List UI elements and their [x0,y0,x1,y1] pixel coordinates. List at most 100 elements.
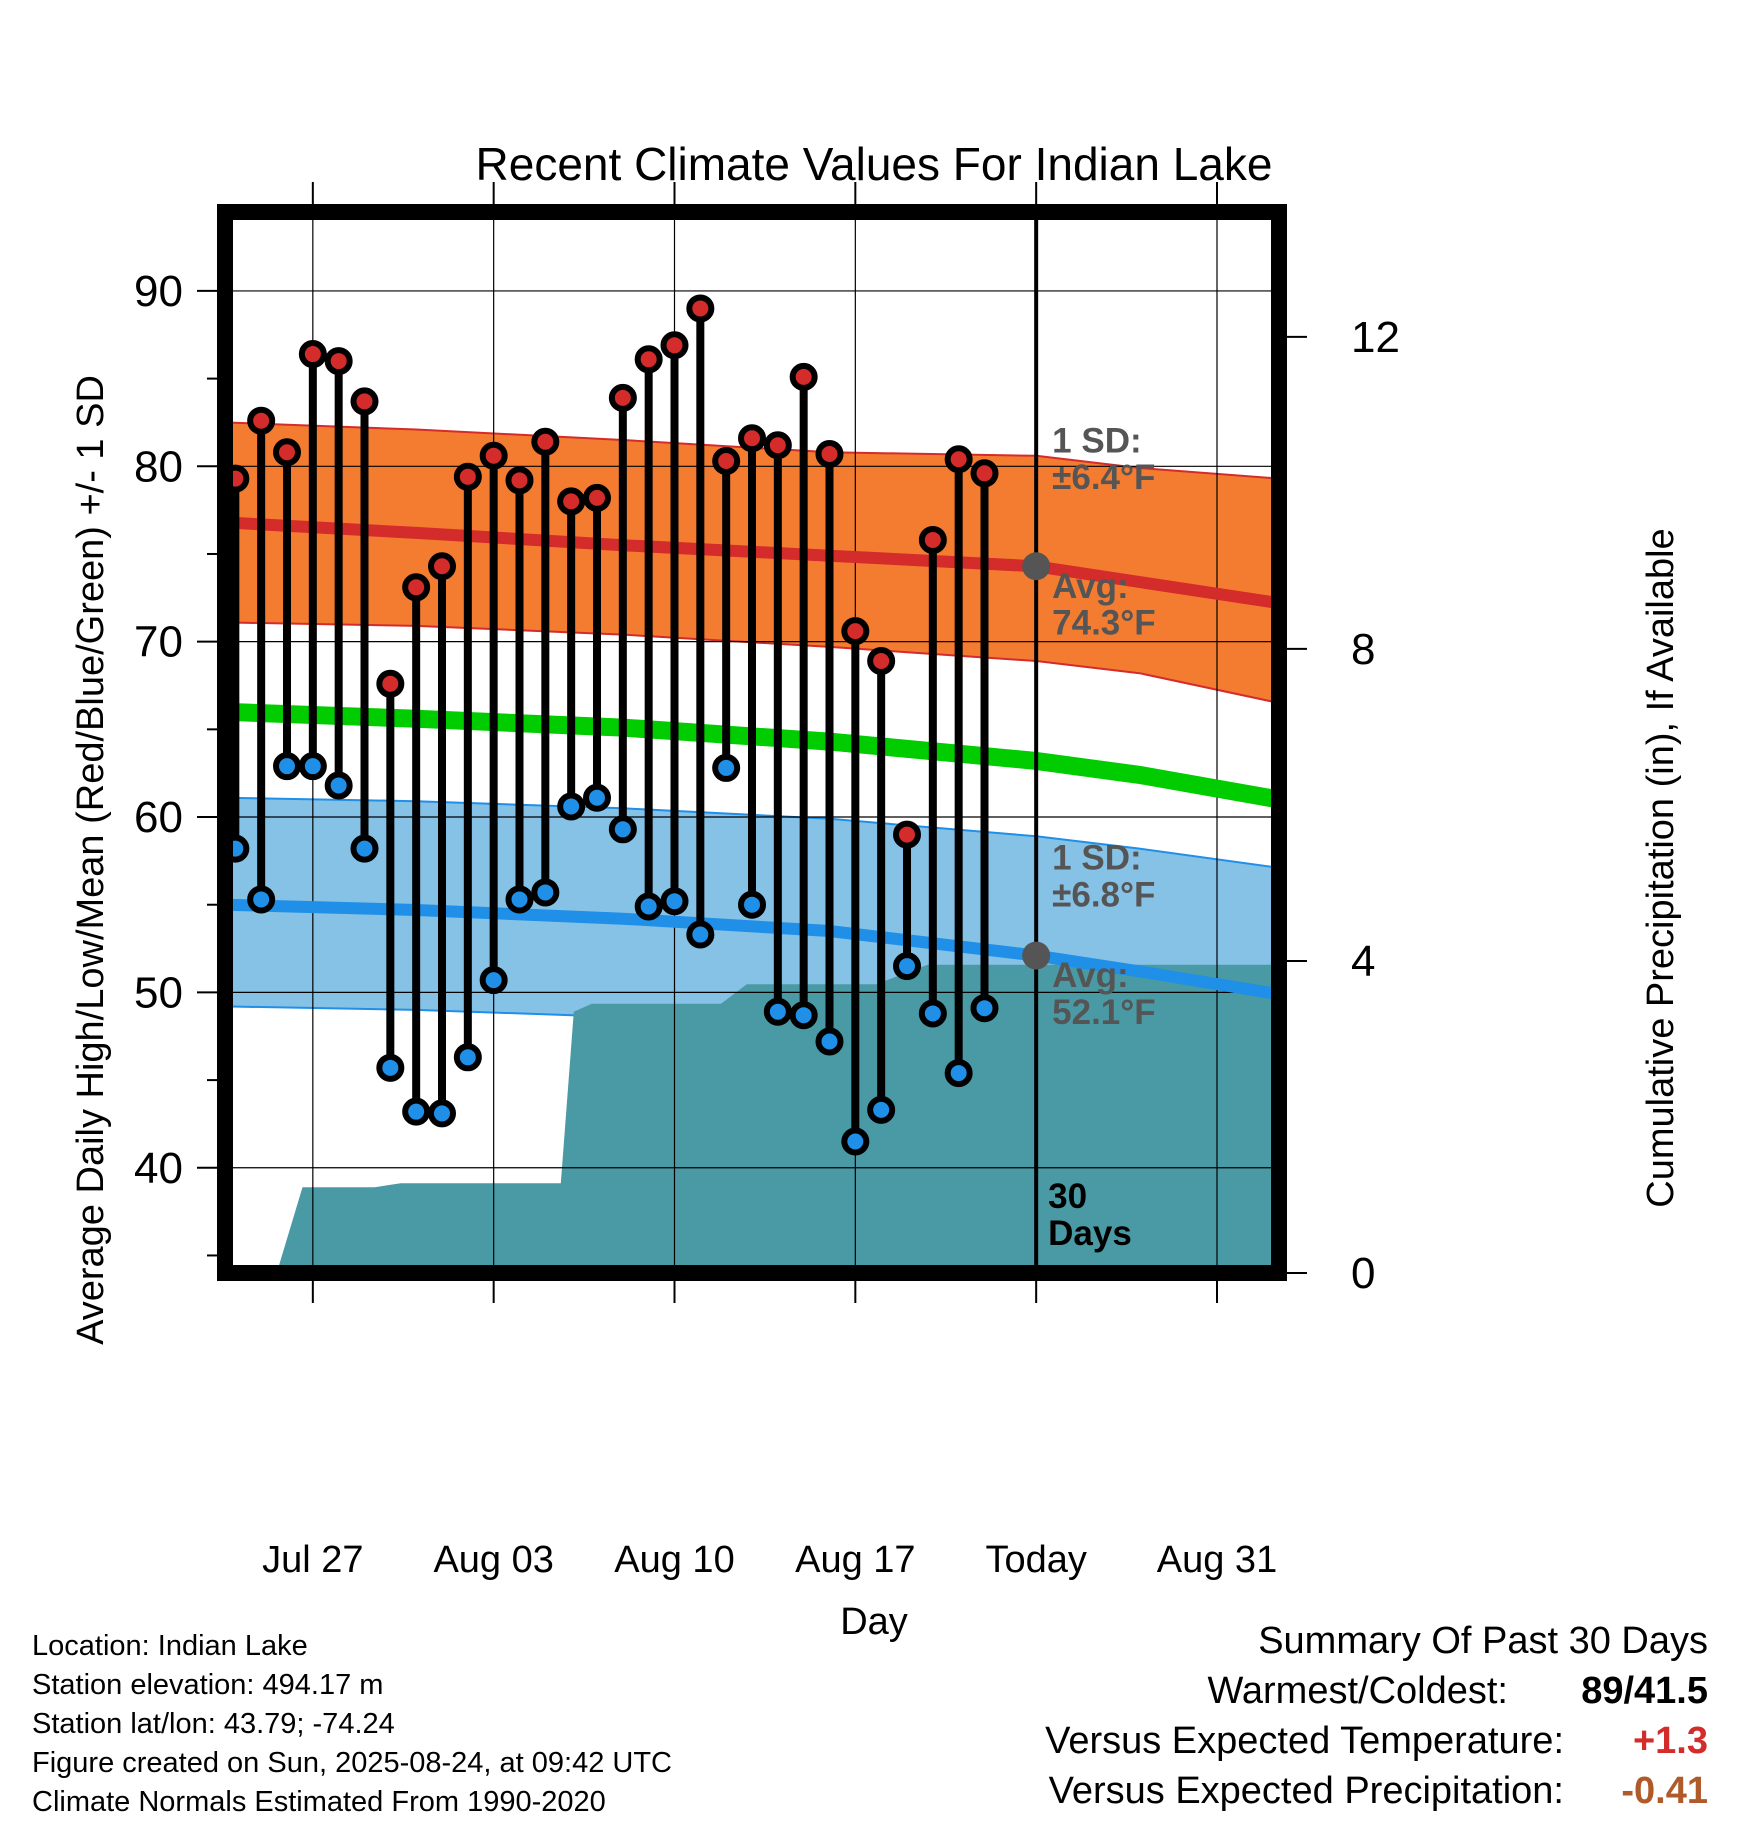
high-point [738,424,766,453]
y-tick-label: 60 [134,793,183,842]
location-text: Location: Indian Lake [32,1630,308,1662]
low-point [273,752,301,781]
y2-tick-label: 0 [1351,1249,1375,1298]
low-point [789,1001,818,1030]
temp-vs-expected-value: +1.3 [1632,1720,1708,1762]
period-number: 30 [1048,1177,1087,1216]
high-point [763,431,792,460]
low-point [867,1095,896,1124]
high-point [608,383,637,412]
high-point [841,617,870,646]
low-point [531,878,560,907]
low-point [763,997,792,1026]
x-tick-label: Aug 31 [1157,1539,1277,1581]
precip-vs-expected-value: -0.41 [1621,1770,1708,1812]
low-point [944,1059,973,1088]
precip-vs-expected-label: Versus Expected Precipitation: [1048,1770,1564,1812]
high-point [557,487,586,516]
high-point [660,331,689,360]
x-tick-label: Jul 27 [262,1539,363,1581]
warm-cold-value: 89/41.5 [1581,1670,1708,1712]
summary-title: Summary Of Past 30 Days [1258,1620,1708,1662]
low-point [505,885,534,914]
high-point [505,466,534,495]
low-point [247,885,276,914]
high-avg-value: 74.3°F [1052,604,1156,643]
y-tick-label: 90 [134,267,183,316]
high-sd-value: ±6.4°F [1052,458,1155,497]
high-point [402,573,431,602]
low-point [583,783,611,812]
high-point [686,294,715,323]
x-axis-label: Day [840,1601,908,1643]
low-point [608,815,637,844]
low-point [324,771,353,800]
low-point [453,1043,482,1072]
low-sd-value: ±6.8°F [1052,875,1155,914]
plot-frame [217,204,1287,1281]
normals-text: Climate Normals Estimated From 1990-2020 [32,1786,606,1818]
high-point [944,445,973,474]
high-point [298,340,327,369]
low-point [918,999,947,1028]
low-point [712,753,741,782]
precipitation-area [276,964,1279,1273]
high-point [479,441,508,470]
high-point [531,427,560,456]
high-point [712,447,741,476]
low-point [738,890,766,919]
high-point [247,406,276,435]
y-tick-label: 40 [134,1144,183,1193]
created-text: Figure created on Sun, 2025-08-24, at 09… [32,1747,672,1779]
high-point [815,440,844,469]
x-tick-label: Aug 03 [433,1539,553,1581]
x-tick-label: Aug 17 [795,1539,915,1581]
y2-axis-label: Cumulative Precipitation (in), If Availa… [1640,528,1682,1207]
low-point [970,994,999,1023]
x-tick-label: Today [985,1539,1086,1581]
low-point [402,1097,431,1126]
warm-cold-label: Warmest/Coldest: [1207,1670,1508,1712]
low-point [893,952,921,981]
high-point [376,669,405,698]
low-point [841,1127,870,1156]
period-unit: Days [1048,1214,1132,1253]
y-tick-label: 80 [134,442,183,491]
low-avg-label: Avg: [1052,956,1128,995]
high-point [893,820,921,849]
y-tick-label: 70 [134,618,183,667]
y2-tick-label: 8 [1351,625,1375,674]
y2-tick-label: 4 [1351,937,1375,986]
low-avg-value: 52.1°F [1052,993,1156,1032]
low-point [298,752,327,781]
high-avg-label: Avg: [1052,567,1128,606]
low-point [350,834,379,863]
high-point [867,646,896,675]
high-point [970,459,999,488]
low-point [376,1053,405,1082]
low-point [686,920,715,949]
high-point [350,387,379,416]
high-sd-label: 1 SD: [1052,421,1141,460]
high-point [324,347,353,376]
low-sd-label: 1 SD: [1052,839,1141,878]
high-point [789,362,818,391]
x-tick-label: Aug 10 [614,1539,734,1581]
today-low-avg-marker [1022,941,1051,970]
elevation-text: Station elevation: 494.17 m [32,1669,384,1701]
chart-title: Recent Climate Values For Indian Lake [476,138,1273,190]
today-high-avg-marker [1022,552,1051,581]
high-point [453,462,482,491]
high-point [273,438,301,467]
high-point [583,483,611,512]
y-axis-label: Average Daily High/Low/Mean (Red/Blue/Gr… [70,375,112,1345]
high-point [634,345,663,374]
high-point [918,525,947,554]
low-point [634,892,663,921]
low-point [660,887,689,916]
high-point [428,552,456,581]
